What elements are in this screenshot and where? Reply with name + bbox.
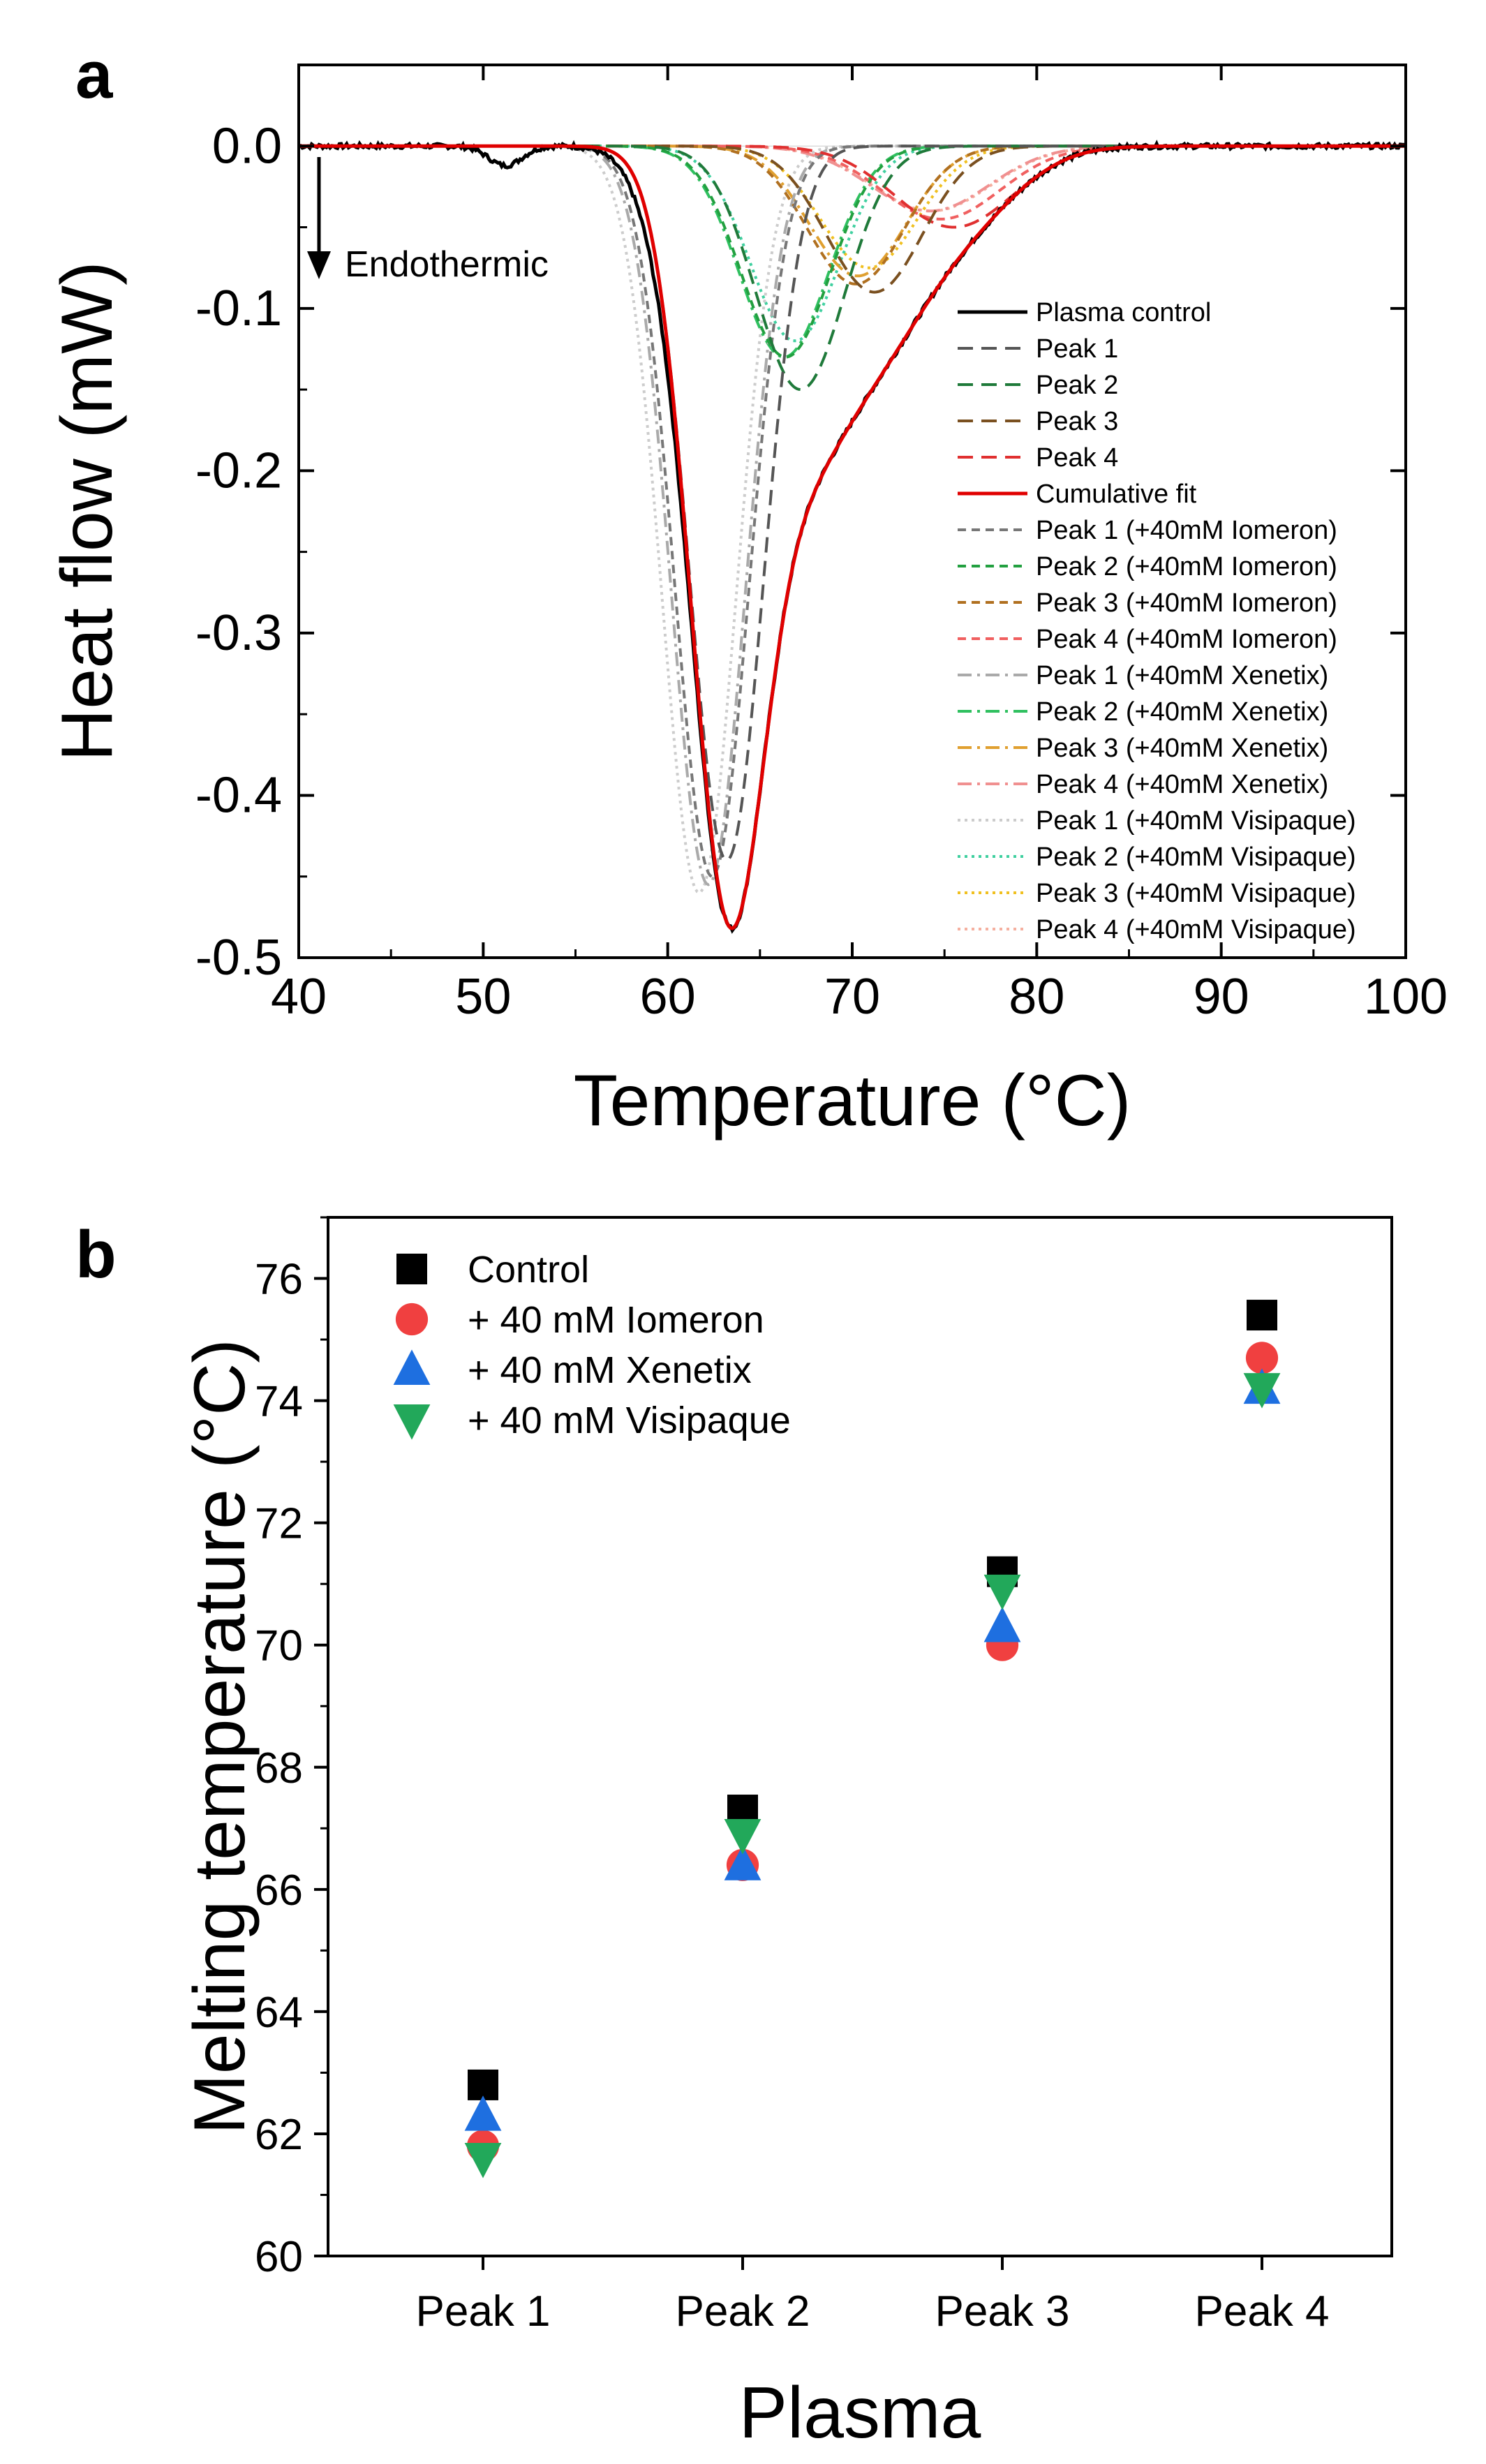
endothermic-arrow-head [307,251,331,279]
x-tick-label: 40 [271,969,327,1025]
y-tick-label: 68 [255,1744,303,1793]
y-tick-label: -0.2 [195,443,282,498]
curve-cumulative-fit [299,144,1406,930]
y-tick-label: 66 [255,1866,303,1915]
curve-peak-1-40mm-xenetix- [299,144,1406,886]
legend-label: Peak 1 (+40mM Iomeron) [1036,516,1337,545]
legend-label: Peak 4 (+40mM Iomeron) [1036,625,1337,654]
legend-label: Peak 2 [1036,371,1118,400]
x-axis-title-b: Plasma [739,2373,981,2454]
point-square-peak-1 [468,2069,498,2100]
y-tick-label: 72 [255,1500,303,1548]
x-axis-title-a: Temperature (°C) [574,1060,1131,1141]
point-triangle-down-peak-2 [724,1819,761,1855]
legend-label: Cumulative fit [1036,480,1197,509]
legend-label: Peak 4 (+40mM Visipaque) [1036,915,1356,944]
legend-label: Plasma control [1036,298,1211,327]
x-tick-label: 70 [824,969,880,1025]
plot-frame-b [327,1216,1393,2257]
legend-label: + 40 mM Visipaque [468,1400,791,1441]
y-tick-label: 62 [255,2111,303,2159]
y-tick-label: -0.5 [195,930,282,986]
legend-label: Peak 2 (+40mM Visipaque) [1036,843,1356,872]
endothermic-label: Endothermic [345,244,549,285]
panel-b-chart: 60 62 64 66 68 70 72 74 76 Peak 1 Peak 2 Peak 3 Peak… [179,1216,1393,2454]
y-tick-label: 76 [255,1256,303,1304]
x-tick-label: 50 [455,969,511,1025]
legend-marker [393,1349,431,1385]
x-tick-label: Peak 2 [675,2287,810,2336]
curve-peak-2 [299,144,1406,392]
legend-label: Control [468,1249,589,1291]
legend-marker [396,1254,427,1284]
point-triangle-down-peak-4 [1243,1373,1281,1409]
x-tick-label: 80 [1009,969,1064,1025]
y-tick-label: -0.3 [195,605,282,661]
y-tick-label: 74 [255,1378,303,1426]
legend-label: + 40 mM Xenetix [468,1349,752,1391]
legend-label: Peak 4 (+40mM Xenetix) [1036,770,1328,799]
x-tick-label: 100 [1364,969,1448,1025]
legend-label: Peak 1 (+40mM Xenetix) [1036,661,1328,690]
curve-peak-4 [299,144,1406,229]
x-tick-label: Peak 4 [1194,2287,1329,2336]
legend-label: Peak 3 (+40mM Xenetix) [1036,734,1328,763]
point-triangle-down-peak-1 [464,2142,502,2179]
point-circle-peak-4 [1245,1342,1279,1374]
y-tick-label: -0.4 [195,767,282,823]
point-triangle-down-peak-3 [983,1574,1021,1610]
point-square-peak-4 [1247,1300,1277,1331]
y-tick-label: 0.0 [212,118,282,174]
panel-label-a: a [75,38,113,112]
legend-marker [393,1404,431,1440]
y-tick-label: 70 [255,1622,303,1670]
y-tick-label: 64 [255,1989,303,2037]
point-triangle-up-peak-1 [464,2095,502,2131]
legend-label: Peak 2 (+40mM Xenetix) [1036,697,1328,727]
legend-marker [395,1302,429,1336]
legend-label: Peak 1 (+40mM Visipaque) [1036,806,1356,836]
legend-label: Peak 3 (+40mM Visipaque) [1036,879,1356,908]
x-tick-label: Peak 3 [935,2287,1069,2336]
x-tick-label: Peak 1 [415,2287,550,2336]
curve-peak-3 [299,144,1406,294]
point-triangle-up-peak-3 [983,1606,1021,1642]
x-tick-label: 90 [1194,969,1249,1025]
y-tick-label: 60 [255,2233,303,2281]
y-tick-label: -0.1 [195,281,282,336]
point-triangle-up-peak-2 [724,1845,761,1880]
legend-label: Peak 4 [1036,443,1118,473]
panel-label-b: b [75,1217,117,1292]
legend-label: Peak 2 (+40mM Iomeron) [1036,552,1337,581]
x-tick-label: 60 [640,969,696,1025]
panel-a-chart: 40 50 60 70 80 90 100 0.0 -0.1 -0.2 -0.3 -0.4 -0.5 Te… [47,64,1448,1141]
legend-label: + 40 mM Iomeron [468,1299,764,1341]
legend-label: Peak 1 [1036,334,1118,364]
y-axis-title-b: Melting temperature (°C) [179,1339,260,2135]
y-axis-title-a: Heat flow (mW) [47,261,128,761]
legend-label: Peak 3 [1036,407,1118,436]
legend-label: Peak 3 (+40mM Iomeron) [1036,588,1337,618]
